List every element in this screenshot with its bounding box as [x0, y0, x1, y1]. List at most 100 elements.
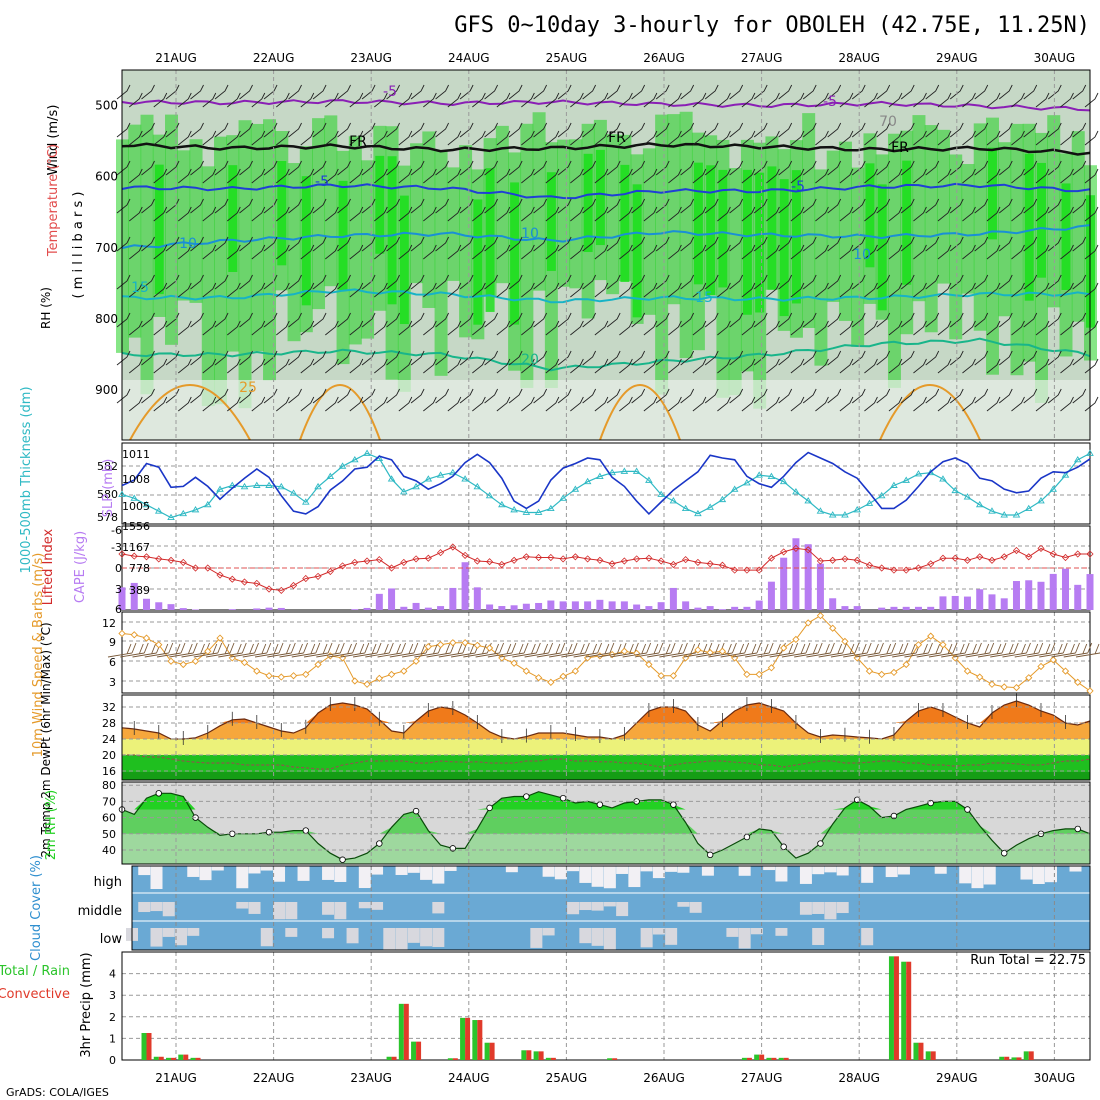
thickness-point: [265, 481, 273, 488]
wind-barb: [851, 198, 866, 214]
cloud-low-gap: [542, 928, 555, 936]
thickness-point: [743, 479, 751, 486]
wind-barb-10m: [818, 642, 848, 658]
wind-barb: [949, 388, 964, 404]
lifted-index-point: [1086, 550, 1094, 558]
wind-barb: [582, 312, 597, 328]
wind-barb: [1047, 350, 1062, 366]
wind-speed-point: [449, 639, 457, 647]
wind-barb: [851, 160, 866, 176]
wind-barb: [888, 358, 903, 374]
wind-barb: [913, 396, 927, 412]
rh-point: [523, 793, 530, 800]
wind-barb: [1072, 198, 1087, 214]
wind-barb: [141, 198, 155, 214]
wind-barb: [704, 388, 719, 404]
wind-barb: [386, 122, 400, 138]
wind-barb: [937, 168, 952, 184]
wind-barb-10m: [218, 642, 247, 658]
wind-barb: [141, 312, 155, 328]
contour-label: 10: [521, 226, 539, 242]
cape-bar: [939, 596, 947, 610]
wind-barb: [447, 358, 462, 374]
wind-barb: [251, 206, 266, 222]
lifted-index-point: [437, 549, 445, 557]
cape-bar: [682, 601, 690, 610]
cape-bar: [277, 607, 285, 610]
date-label-bottom: 21AUG: [155, 1071, 197, 1085]
contour-label: -5: [315, 174, 329, 190]
thickness-point: [694, 509, 702, 517]
wind-barb: [1023, 160, 1038, 176]
wind-barb: [496, 206, 511, 222]
lifted-index-point: [461, 551, 469, 559]
thickness-point: [338, 462, 347, 469]
wind-barb: [619, 358, 633, 374]
wind-barb: [288, 198, 302, 214]
wind-barb: [447, 168, 462, 184]
wind-barb: [778, 160, 793, 176]
wind-barb: [459, 122, 474, 138]
wind-barb: [864, 168, 878, 184]
wind-barb-10m: [867, 642, 897, 658]
wind-barb: [913, 130, 927, 146]
precip-total-bar: [411, 1041, 417, 1060]
precip-total-bar: [153, 1056, 159, 1060]
cloud-mid-gap: [358, 902, 371, 909]
cloud-low-gap: [640, 928, 653, 948]
precip-convective-bar: [403, 1003, 409, 1060]
wind-barb: [398, 282, 413, 298]
cloud-high-gap: [273, 866, 286, 882]
wind-barb: [974, 274, 989, 290]
cape-bar: [963, 596, 971, 610]
wind-barb: [729, 312, 744, 328]
cape-bar: [449, 587, 457, 610]
cape-bar: [535, 602, 543, 610]
precip-convective-bar: [1016, 1057, 1022, 1060]
wind-barb: [239, 350, 253, 366]
cape-bar: [780, 557, 788, 610]
precip-convective-bar: [612, 1058, 618, 1060]
rh-plume: [642, 148, 656, 315]
wind-barb-10m: [794, 642, 823, 658]
rh-core: [546, 172, 556, 271]
lifted-index-point: [1025, 553, 1033, 561]
slp-tick-label: 1008: [122, 473, 150, 486]
wind-barb: [827, 274, 842, 290]
thickness-point: [461, 475, 469, 482]
wind-barb: [177, 282, 192, 298]
wind-barb: [655, 198, 670, 214]
cape-bar: [927, 606, 935, 610]
rh-core: [865, 163, 875, 268]
contour-label: 10: [853, 247, 871, 263]
isotherm-25-loop: [129, 384, 251, 441]
cloud-high-gap: [603, 866, 616, 889]
lifted-index-point: [363, 557, 371, 565]
thickness-point: [387, 475, 396, 482]
wind-barb: [741, 358, 756, 374]
wind-barb: [533, 350, 548, 366]
precip-convective-bar: [158, 1056, 164, 1060]
rh-plume: [728, 168, 742, 396]
cape-bar: [718, 609, 726, 610]
cloud-high-gap: [665, 866, 678, 872]
contour-label: -5: [823, 94, 837, 110]
wind-barb: [226, 168, 241, 184]
lifted-index-point: [204, 564, 212, 572]
wind-speed-point: [142, 634, 151, 642]
lifted-tick-label: -6: [111, 524, 122, 537]
wind-barb: [141, 236, 155, 252]
wind-barb: [251, 168, 266, 184]
rh-core: [595, 149, 605, 246]
thickness-point: [914, 470, 923, 477]
cloud-mid-gap: [371, 902, 384, 910]
wind-barb: [386, 160, 400, 176]
cape-bar: [571, 601, 579, 610]
lifted-tick-label: 0: [115, 562, 122, 575]
cape-bar: [424, 607, 432, 610]
rh-core: [387, 156, 397, 305]
lifted-index-point: [130, 552, 138, 560]
lifted-index-point: [596, 556, 604, 564]
lifted-index-point: [179, 558, 187, 566]
wind-barb: [802, 84, 817, 100]
